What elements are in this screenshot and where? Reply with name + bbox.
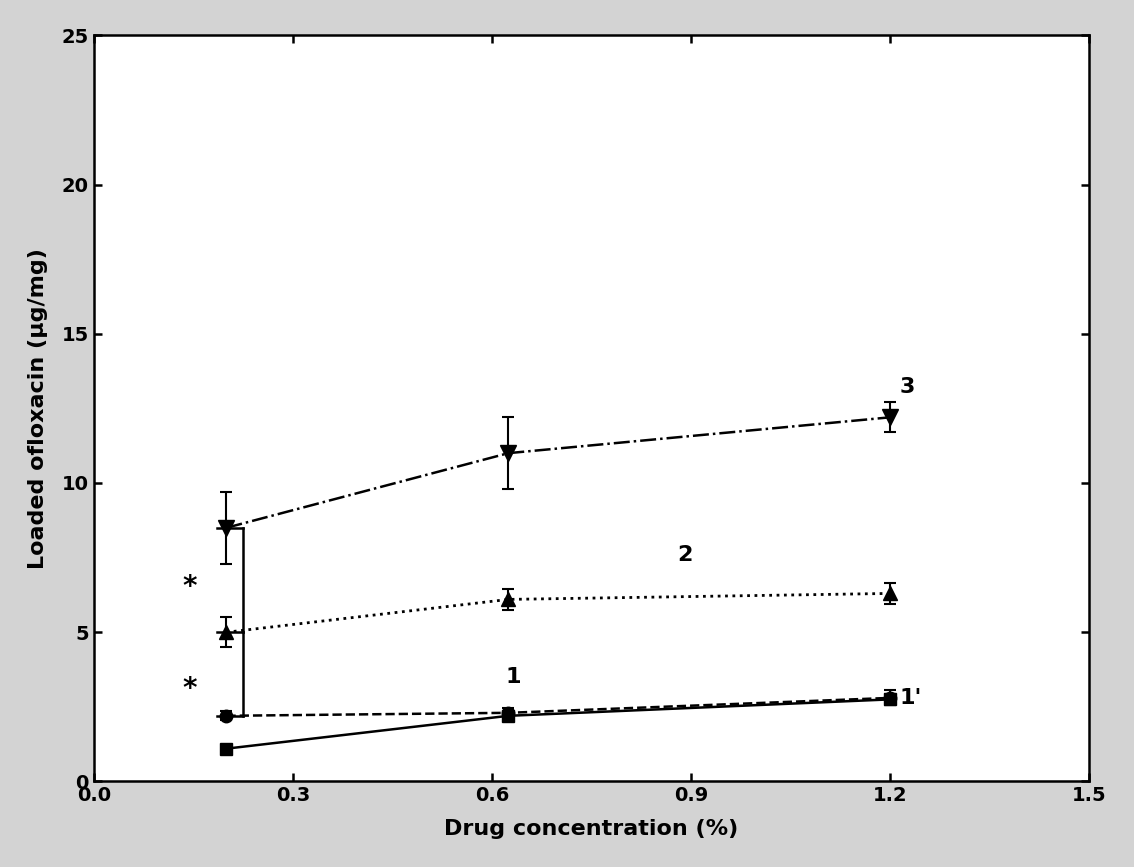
Text: 1': 1' <box>900 688 922 707</box>
Text: *: * <box>183 573 197 602</box>
Text: 1: 1 <box>505 667 521 687</box>
Text: 3: 3 <box>900 377 915 397</box>
Text: 2: 2 <box>678 544 693 564</box>
Text: *: * <box>183 675 197 703</box>
Y-axis label: Loaded ofloxacin (μg/mg): Loaded ofloxacin (μg/mg) <box>27 248 48 569</box>
X-axis label: Drug concentration (%): Drug concentration (%) <box>445 819 738 839</box>
